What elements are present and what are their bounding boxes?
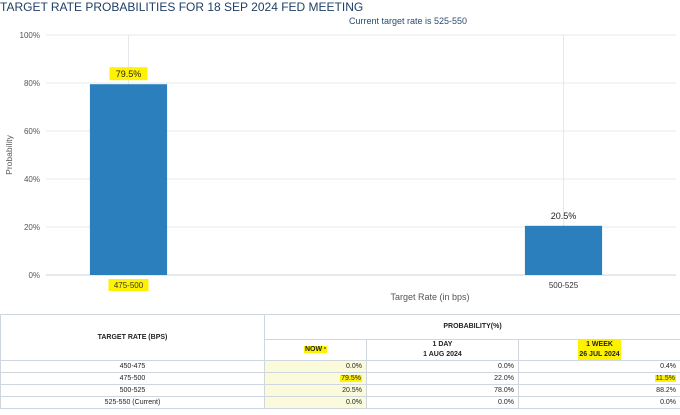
row-1week: 0.0% [517, 396, 680, 409]
row-1week-value: 0.0% [660, 398, 677, 406]
row-rate: 450-475 [0, 360, 265, 373]
y-tick-label: 40% [24, 175, 40, 184]
y-tick-label: 0% [28, 271, 40, 280]
header-target-rate: TARGET RATE (BPS) [0, 314, 265, 361]
row-now: 79.5% [264, 372, 367, 385]
header-probability: PROBABILITY(%) [263, 314, 680, 340]
row-now-value: 0.0% [346, 362, 362, 370]
row-rate: 525-550 (Current) [0, 396, 265, 409]
category-label-highlight [108, 279, 149, 291]
table-row: 500-525 20.5% 78.0% 88.2% [0, 384, 680, 397]
row-1day-value: 22.0% [494, 374, 514, 382]
header-now: NOW * [264, 339, 367, 361]
y-axis-label: Probability [4, 134, 14, 174]
row-rate: 475-500 [0, 372, 265, 385]
chart-subtitle: Current target rate is 525-550 [349, 16, 467, 26]
header-1week: 1 WEEK 26 JUL 2024 [517, 339, 680, 361]
row-1day-value: 78.0% [494, 386, 514, 394]
row-1week: 0.4% [517, 360, 680, 373]
row-1week: 11.5% [517, 372, 680, 385]
row-now: 0.0% [264, 396, 367, 409]
table-row: 475-500 79.5% 22.0% 11.5% [0, 372, 680, 385]
probability-table: TARGET RATE (BPS) PROBABILITY(%) NOW * 1… [0, 314, 680, 409]
row-rate-value: 475-500 [119, 374, 146, 382]
probability-bar-chart: TARGET RATE PROBABILITIES FOR 18 SEP 202… [0, 0, 676, 302]
header-1day-label: 1 DAY [432, 341, 453, 348]
x-tick-label: 475-500 [114, 281, 144, 290]
data-label: 79.5% [116, 69, 142, 79]
y-tick-label: 20% [24, 223, 40, 232]
y-tick-label: 80% [24, 79, 40, 88]
data-label-highlight [109, 67, 148, 81]
bar-475-500 [89, 84, 168, 275]
row-1week: 88.2% [517, 384, 680, 397]
header-1day: 1 DAY 1 AUG 2024 [366, 339, 519, 361]
row-now: 20.5% [264, 384, 367, 397]
row-1day-value: 0.0% [498, 398, 514, 406]
header-now-mark: * [324, 347, 326, 353]
row-rate: 500-525 [0, 384, 265, 397]
header-1day-date: 1 AUG 2024 [423, 351, 462, 358]
row-1day: 78.0% [366, 384, 519, 397]
header-1week-date: 26 JUL 2024 [579, 351, 620, 358]
row-1day: 0.0% [366, 360, 519, 373]
row-1day-value: 0.0% [498, 362, 514, 370]
row-1week-value: 88.2% [656, 386, 677, 394]
row-rate-value: 525-550 (Current) [104, 398, 161, 406]
row-1week-value: 0.4% [660, 362, 677, 370]
bars: 79.5% 475-500 20.5% 500-525 [89, 67, 603, 291]
bar-500-525 [524, 225, 603, 275]
x-axis-label: Target Rate (in bps) [390, 292, 469, 302]
y-tick-label: 60% [24, 127, 40, 136]
table-row: 450-475 0.0% 0.0% 0.4% [0, 360, 680, 373]
row-rate-value: 450-475 [119, 362, 146, 370]
y-tick-labels: 0% 20% 40% 60% 80% 100% [20, 31, 40, 280]
row-1day: 0.0% [366, 396, 519, 409]
table-header-row: TARGET RATE (BPS) PROBABILITY(%) [0, 314, 680, 361]
row-now-value: 0.0% [346, 398, 362, 406]
header-1week-label: 1 WEEK [586, 341, 613, 348]
table-subheader-row: NOW * 1 DAY 1 AUG 2024 1 WEEK 26 JUL 202… [1, 339, 680, 361]
row-1week-value: 11.5% [654, 374, 677, 382]
row-1day: 22.0% [366, 372, 519, 385]
chart-title: TARGET RATE PROBABILITIES FOR 18 SEP 202… [0, 0, 363, 14]
row-now-value: 20.5% [342, 386, 362, 394]
row-now-value: 79.5% [340, 374, 362, 382]
table-row: 525-550 (Current) 0.0% 0.0% 0.0% [0, 396, 680, 409]
data-label: 20.5% [551, 211, 577, 221]
x-tick-label: 500-525 [549, 281, 579, 290]
row-now: 0.0% [264, 360, 367, 373]
row-rate-value: 500-525 [119, 386, 146, 394]
y-tick-label: 100% [20, 31, 40, 40]
header-now-label: NOW [304, 346, 323, 353]
